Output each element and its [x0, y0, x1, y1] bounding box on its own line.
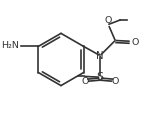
Text: O: O: [131, 38, 138, 47]
Text: O: O: [81, 77, 88, 86]
Text: H₂N: H₂N: [1, 41, 19, 50]
Text: O: O: [112, 77, 119, 86]
Text: N: N: [96, 51, 104, 61]
Text: O: O: [104, 16, 112, 25]
Text: S: S: [97, 72, 104, 82]
